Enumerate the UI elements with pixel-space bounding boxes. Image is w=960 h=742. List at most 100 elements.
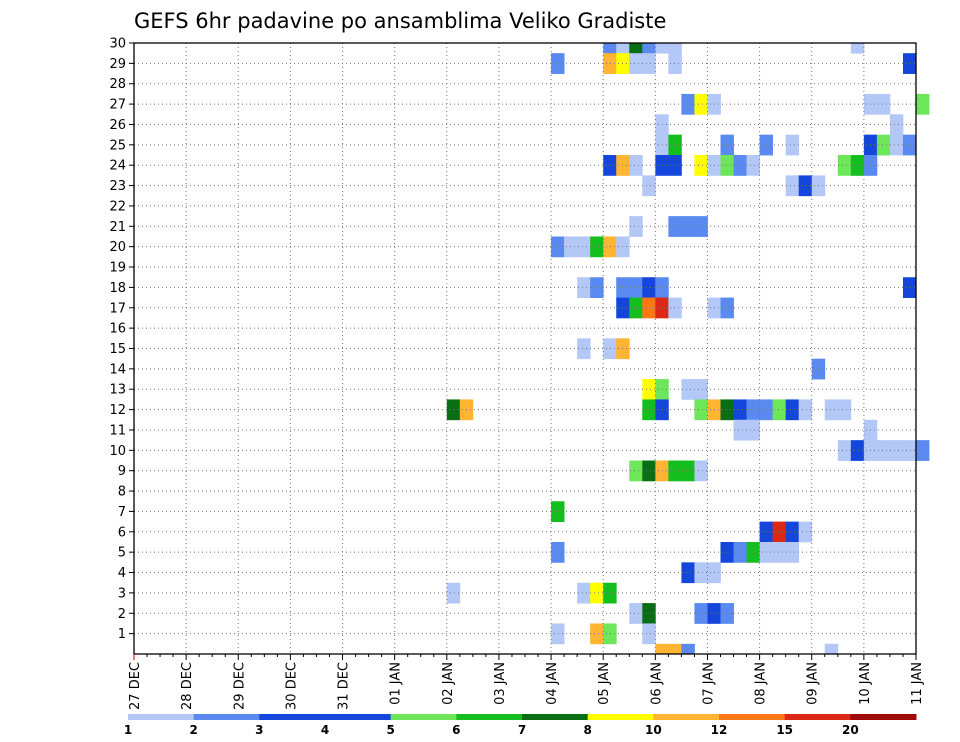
y-tick-label: 15 xyxy=(109,342,126,357)
y-tick-label: 29 xyxy=(109,57,126,72)
x-tick-label: 02 JAN xyxy=(441,662,456,705)
data-cell xyxy=(551,541,565,563)
colorbar-segment xyxy=(325,714,392,720)
y-tick-label: 16 xyxy=(109,322,126,337)
data-cell xyxy=(642,43,656,54)
data-cell xyxy=(694,562,708,584)
colorbar-segment xyxy=(128,714,195,720)
y-tick-label: 30 xyxy=(109,37,126,52)
data-cell xyxy=(733,419,747,441)
colorbar: 1 2 3 4 5 6 7 8 10 12 15 20 xyxy=(124,714,917,737)
colorbar-label: 2 xyxy=(189,723,197,737)
y-tick-label: 8 xyxy=(118,485,126,500)
data-cell xyxy=(590,623,604,645)
data-cell xyxy=(642,623,656,645)
data-cell xyxy=(629,460,643,482)
y-tick-label: 13 xyxy=(109,383,126,398)
x-tick-label: 03 JAN xyxy=(493,662,508,705)
data-cell xyxy=(876,440,891,461)
data-cell xyxy=(902,440,917,461)
data-cell xyxy=(694,603,708,624)
x-tick-label: 05 JAN xyxy=(597,662,612,705)
data-cell xyxy=(681,216,695,237)
colorbar-label: 20 xyxy=(842,723,859,737)
data-cell xyxy=(603,155,617,176)
colorbar-segment xyxy=(653,714,720,720)
x-axis: 27 DEC 28 DEC 29 DEC 30 DEC 31 DEC 01 JAN 02 J… xyxy=(128,654,925,710)
data-cell xyxy=(850,43,865,54)
x-tick-label: 27 DEC xyxy=(128,662,143,710)
data-cell xyxy=(733,541,747,563)
x-tick-label: 08 JAN xyxy=(754,662,769,705)
data-cell xyxy=(642,460,656,482)
data-cell xyxy=(720,541,734,563)
data-cell xyxy=(785,521,800,543)
colorbar-segment xyxy=(259,714,326,720)
data-cell xyxy=(446,582,461,604)
y-tick-label: 11 xyxy=(109,423,126,438)
y-tick-label: 12 xyxy=(109,403,126,418)
data-cell xyxy=(629,155,643,176)
data-cell xyxy=(694,155,708,176)
data-cell xyxy=(668,53,682,74)
data-cell xyxy=(733,399,747,421)
data-cell xyxy=(681,643,695,655)
data-cell xyxy=(590,236,604,258)
data-cell xyxy=(577,277,591,298)
data-cell xyxy=(668,460,682,482)
colorbar-segment xyxy=(587,714,654,720)
y-tick-label: 25 xyxy=(109,138,126,153)
data-cell xyxy=(616,43,630,54)
colorbar-label: 1 xyxy=(124,723,132,737)
data-cell xyxy=(746,155,760,176)
data-cell xyxy=(694,399,708,421)
data-cell xyxy=(551,623,565,645)
data-cell xyxy=(668,134,682,156)
data-cell xyxy=(668,155,682,176)
data-cell xyxy=(889,114,904,136)
data-cell xyxy=(655,643,669,655)
y-tick-label: 27 xyxy=(109,98,126,113)
data-cell xyxy=(785,541,800,563)
data-cell xyxy=(916,93,930,115)
y-axis: 1234567891011121314151617181920212223242… xyxy=(109,37,134,642)
colorbar-label: 12 xyxy=(711,723,728,737)
data-cell xyxy=(629,277,643,298)
colorbar-label: 4 xyxy=(321,723,329,737)
y-tick-label: 1 xyxy=(118,627,126,642)
data-cell xyxy=(850,155,865,176)
colorbar-segment xyxy=(850,714,917,720)
x-tick-label: 29 DEC xyxy=(232,662,247,710)
data-cell xyxy=(668,216,682,237)
data-cell xyxy=(772,399,787,421)
y-tick-label: 22 xyxy=(109,199,126,214)
data-cell xyxy=(681,562,695,584)
y-tick-label: 18 xyxy=(109,281,126,296)
x-tick-label: 09 JAN xyxy=(806,662,821,705)
y-tick-label: 23 xyxy=(109,179,126,194)
colorbar-segment xyxy=(719,714,786,720)
data-cell xyxy=(590,582,604,604)
data-cell xyxy=(720,155,734,176)
data-cell xyxy=(876,134,891,156)
data-cell xyxy=(746,399,760,421)
data-cell xyxy=(642,277,656,298)
y-tick-label: 28 xyxy=(109,77,126,92)
data-cell xyxy=(642,175,656,197)
data-cell xyxy=(902,53,917,74)
data-cell xyxy=(629,53,643,74)
y-tick-label: 26 xyxy=(109,118,126,133)
data-cell xyxy=(837,155,852,176)
data-cell xyxy=(694,216,708,237)
cells-layer xyxy=(446,43,930,655)
colorbar-label: 5 xyxy=(386,723,394,737)
data-cell xyxy=(876,93,891,115)
data-cell xyxy=(603,43,617,54)
data-cell xyxy=(824,643,839,655)
data-cell xyxy=(798,175,813,197)
data-cell xyxy=(720,603,734,624)
colorbar-segment xyxy=(456,714,523,720)
data-cell xyxy=(551,501,565,523)
data-cell xyxy=(629,603,643,624)
